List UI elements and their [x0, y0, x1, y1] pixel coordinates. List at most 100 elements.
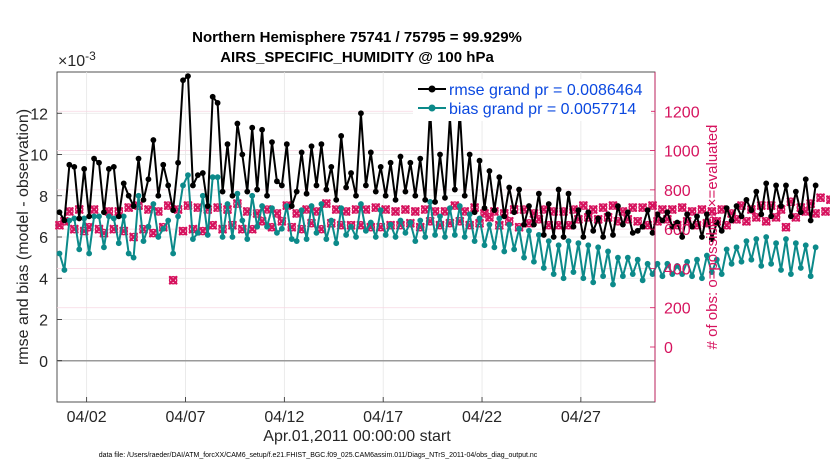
possible-obs-point	[406, 218, 415, 228]
possible-obs-point	[129, 232, 138, 242]
legend: rmse grand pr = 0.0086464 bias grand pr …	[413, 79, 651, 121]
bias-point	[471, 238, 478, 245]
bias-point	[427, 199, 434, 205]
rmse-point	[689, 223, 695, 230]
bias-point	[644, 260, 651, 267]
bias-point	[264, 223, 270, 230]
rmse-point	[155, 192, 162, 199]
y-tick-label: 0	[39, 354, 48, 371]
bias-point	[580, 275, 587, 282]
bias-point	[521, 254, 527, 261]
possible-obs-point	[183, 201, 193, 210]
bias-point	[239, 217, 246, 224]
bias-point	[145, 223, 152, 230]
rmse-point	[788, 213, 794, 220]
bias-point	[802, 242, 809, 249]
rmse-point	[718, 227, 725, 234]
bias-point	[758, 262, 765, 269]
rmse-point	[343, 184, 350, 191]
bias-point	[135, 192, 142, 199]
bias-point	[590, 279, 597, 286]
rmse-point	[526, 203, 532, 209]
evaluated-obs-point	[826, 195, 830, 205]
possible-obs-point	[401, 205, 410, 214]
bias-point	[224, 201, 231, 207]
bias-point	[639, 277, 646, 284]
evaluated-obs-point	[524, 218, 534, 228]
evaluated-obs-point	[84, 222, 94, 232]
bias-point	[679, 271, 686, 278]
bias-point	[773, 240, 779, 247]
bias-point	[555, 242, 562, 249]
bias-point	[535, 232, 542, 238]
bias-point	[496, 215, 503, 222]
rmse-point	[56, 209, 63, 216]
bias-point	[788, 271, 794, 278]
possible-obs-point	[742, 216, 751, 226]
bias-point	[274, 229, 280, 236]
rmse-point	[699, 234, 705, 240]
possible-obs-point	[465, 220, 474, 230]
rmse-point	[595, 215, 602, 222]
rmse-point	[190, 182, 196, 189]
bias-point	[229, 234, 236, 240]
rmse-point	[807, 217, 814, 224]
x-tick-label: 04/07	[165, 409, 205, 426]
possible-obs-point	[687, 207, 697, 216]
bias-point	[605, 248, 611, 255]
bias-point	[71, 215, 78, 222]
rmse-point	[194, 172, 201, 179]
rmse-point	[204, 203, 211, 209]
bias-point	[323, 236, 330, 242]
x-tick-label: 04/02	[67, 409, 107, 426]
possible-obs-point	[411, 207, 420, 216]
rmse-point	[259, 126, 265, 133]
bias-point	[56, 250, 63, 257]
evaluated-obs-point	[732, 214, 741, 224]
evaluated-obs-point	[148, 228, 158, 238]
bias-point	[402, 229, 409, 236]
bias-point	[792, 240, 799, 247]
bias-point	[244, 236, 251, 242]
rmse-point	[531, 221, 537, 228]
bias-point	[214, 174, 221, 181]
bias-point	[308, 203, 315, 209]
possible-obs-point	[69, 224, 79, 234]
bias-point	[303, 236, 310, 242]
y-tick-label: 10	[30, 148, 48, 165]
rmse-point	[506, 184, 513, 191]
rmse-point	[768, 213, 775, 220]
bias-point	[629, 271, 636, 278]
evaluated-obs-point	[598, 203, 608, 212]
bias-point	[105, 213, 112, 220]
rmse-point	[264, 192, 270, 199]
possible-obs-point	[287, 222, 297, 232]
rmse-point	[437, 151, 443, 158]
rmse-point	[585, 209, 592, 216]
bias-point	[120, 213, 127, 220]
evaluated-obs-point	[361, 205, 371, 214]
possible-obs-point	[628, 203, 638, 212]
bias-point	[733, 244, 740, 251]
bias-point	[684, 258, 691, 265]
bias-point	[150, 201, 157, 207]
evaluated-obs-point	[89, 205, 99, 214]
rmse-point	[679, 234, 686, 240]
y2-tick-label: 0	[664, 340, 673, 357]
bias-point	[96, 213, 102, 220]
series-layer	[56, 73, 819, 288]
bias-point	[155, 234, 162, 240]
bias-point	[659, 273, 666, 280]
rmse-point	[753, 188, 760, 195]
bias-point	[728, 260, 735, 267]
bias-point	[511, 246, 518, 253]
bias-point	[293, 238, 300, 245]
rmse-point	[249, 124, 256, 131]
rmse-point	[125, 192, 132, 199]
possible-obs-point	[579, 201, 588, 210]
bias-point	[86, 250, 93, 257]
legend-bias-marker	[428, 104, 436, 112]
bias-point	[199, 192, 206, 199]
evaluated-obs-point	[410, 207, 420, 216]
